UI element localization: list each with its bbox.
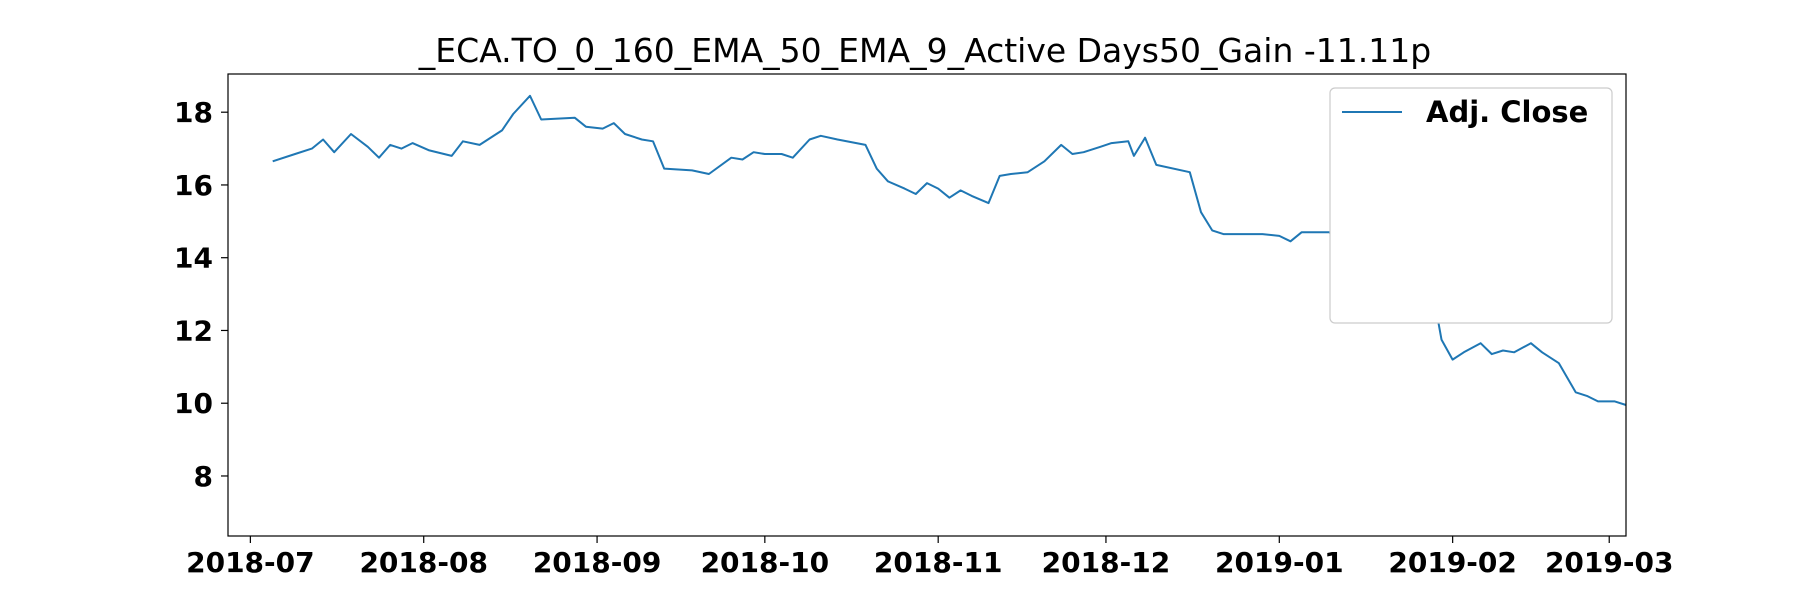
x-tick-label: 2018-09 (533, 546, 662, 579)
y-tick-label: 10 (174, 387, 213, 420)
plot-frame (227, 73, 1627, 537)
x-tick-label: 2019-01 (1215, 546, 1344, 579)
x-tick-label: 2018-12 (1042, 546, 1171, 579)
x-tick-label: 2018-11 (874, 546, 1003, 579)
y-tick-label: 16 (174, 169, 213, 202)
x-tick-label: 2018-08 (359, 546, 488, 579)
legend-box (1329, 87, 1613, 324)
x-tick-label: 2018-07 (186, 546, 315, 579)
legend: Adj. Close (1329, 87, 1613, 324)
x-tick-label: 2019-03 (1545, 546, 1674, 579)
x-tick-label: 2018-10 (701, 546, 830, 579)
chart-title: _ECA.TO_0_160_EMA_50_EMA_9_Active Days50… (418, 31, 1431, 70)
legend-label: Adj. Close (1426, 95, 1588, 129)
axes: 8 10 12 14 16 18 2018-07 2018-08 2018-09 2018-10 2… (174, 96, 1673, 579)
y-tick-label: 18 (174, 96, 213, 129)
y-tick-label: 12 (174, 314, 213, 347)
y-tick-label: 8 (194, 460, 213, 493)
y-tick-label: 14 (174, 242, 213, 275)
x-tick-label: 2019-02 (1388, 546, 1517, 579)
